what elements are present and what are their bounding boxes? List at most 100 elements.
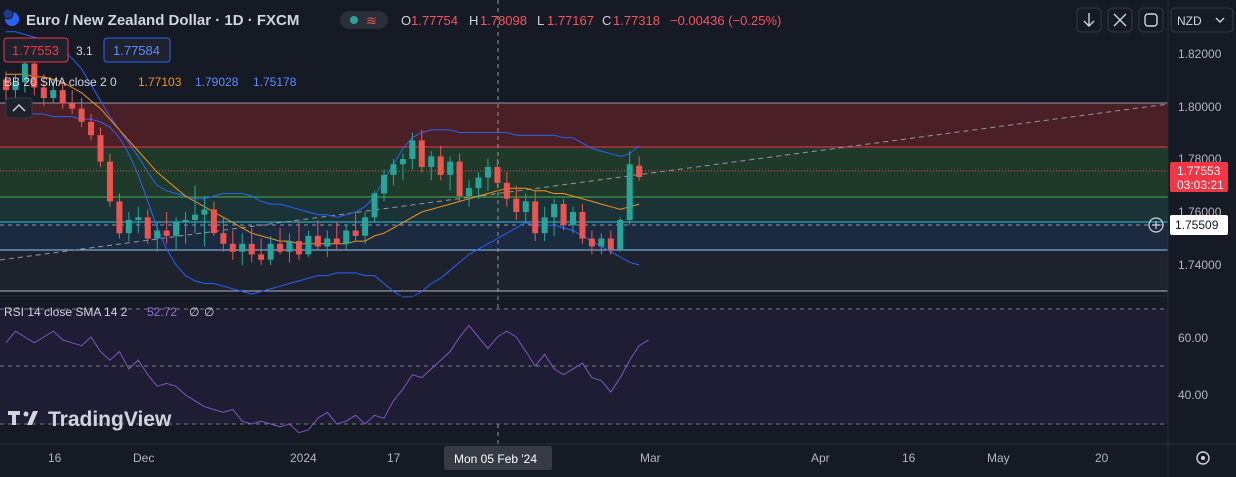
candle[interactable]: [390, 159, 397, 186]
candle[interactable]: [324, 230, 331, 258]
candle[interactable]: [239, 233, 246, 265]
candle[interactable]: [192, 185, 198, 234]
candle-body: [21, 63, 28, 83]
candle[interactable]: [447, 156, 454, 191]
market-status-icon[interactable]: ≋: [340, 11, 388, 29]
candle[interactable]: [267, 235, 274, 265]
candle[interactable]: [352, 212, 359, 242]
candle-body: [579, 212, 586, 239]
candle[interactable]: [362, 212, 369, 244]
candle[interactable]: [560, 198, 567, 231]
trend-line[interactable]: [0, 103, 1169, 261]
fullscreen-button[interactable]: [1107, 7, 1133, 33]
candle[interactable]: [484, 159, 491, 191]
bb-legend[interactable]: BB 20 SMA close 2 0 1.77103 1.79028 1.75…: [4, 75, 297, 89]
candle[interactable]: [182, 212, 189, 244]
candle[interactable]: [456, 153, 463, 202]
candle[interactable]: [163, 212, 170, 244]
candle[interactable]: [617, 217, 624, 252]
candle[interactable]: [503, 172, 510, 207]
candle[interactable]: [59, 82, 66, 109]
symbol-header[interactable]: Euro / New Zealand Dollar · 1D · FXCM: [2, 8, 299, 29]
settings-button[interactable]: [1196, 451, 1210, 465]
sell-button[interactable]: 1.77553: [3, 37, 69, 63]
candle[interactable]: [88, 113, 95, 141]
rsi-axis[interactable]: 60.00 40.00: [1178, 331, 1208, 402]
candle[interactable]: [210, 201, 217, 236]
candle[interactable]: [248, 227, 255, 263]
candle[interactable]: [154, 222, 161, 252]
candle[interactable]: [258, 238, 265, 266]
arrow-down-button[interactable]: [1076, 7, 1102, 33]
collapse-legend-button[interactable]: [5, 97, 33, 119]
candle[interactable]: [125, 212, 132, 242]
candle[interactable]: [513, 185, 520, 220]
rsi-line[interactable]: [5, 324, 649, 434]
candle[interactable]: [381, 169, 387, 202]
candle[interactable]: [409, 132, 416, 170]
candle[interactable]: [475, 172, 482, 199]
candle[interactable]: [551, 198, 558, 236]
candle-body: [3, 79, 9, 91]
candle[interactable]: [220, 217, 227, 252]
candle[interactable]: [305, 230, 312, 258]
candle[interactable]: [106, 153, 113, 207]
candle[interactable]: [295, 222, 302, 260]
rsi-tick: 40.00: [1178, 388, 1208, 402]
candle[interactable]: [40, 74, 47, 106]
candle[interactable]: [97, 127, 104, 167]
candle-body: [144, 217, 151, 239]
candle[interactable]: [428, 151, 435, 181]
candle-body: [532, 201, 539, 234]
candle[interactable]: [541, 206, 548, 242]
candle[interactable]: [607, 230, 614, 255]
candle-body: [418, 140, 425, 167]
candle[interactable]: [116, 193, 123, 239]
candle[interactable]: [532, 190, 539, 242]
candle[interactable]: [588, 230, 595, 255]
candle[interactable]: [466, 180, 473, 207]
candle[interactable]: [50, 79, 57, 104]
rsi-extra-2: ∅: [204, 305, 214, 319]
buy-button[interactable]: 1.77584: [103, 37, 171, 63]
candle[interactable]: [135, 206, 142, 234]
candle-body: [125, 219, 132, 234]
candle[interactable]: [570, 206, 576, 234]
candle[interactable]: [333, 222, 340, 250]
candle[interactable]: [277, 227, 284, 255]
candle[interactable]: [626, 151, 633, 226]
candle[interactable]: [636, 156, 643, 181]
currency-selector[interactable]: NZD: [1170, 7, 1234, 33]
candle[interactable]: [314, 219, 321, 250]
candle[interactable]: [343, 225, 350, 250]
candle-body: [173, 222, 180, 236]
bb-basis-line[interactable]: [6, 73, 640, 245]
arrow-down-icon: [1083, 13, 1095, 27]
low-label: L: [537, 13, 544, 28]
candle[interactable]: [144, 209, 151, 244]
candle[interactable]: [437, 145, 444, 181]
bb-upper-band[interactable]: [6, 31, 640, 218]
candle[interactable]: [579, 204, 586, 244]
candle-body: [588, 238, 595, 247]
candle[interactable]: [78, 98, 85, 128]
candle[interactable]: [201, 196, 208, 247]
candle[interactable]: [229, 230, 236, 260]
bar-countdown: 03:03:21: [1177, 178, 1224, 192]
candle[interactable]: [598, 233, 605, 255]
rsi-legend[interactable]: RSI 14 close SMA 14 2 52.72 ∅ ∅: [4, 305, 214, 319]
time-axis[interactable]: 16 Dec 2024 17 Mar Apr 16 May 20: [48, 451, 1109, 465]
candle[interactable]: [286, 233, 293, 263]
candle[interactable]: [399, 153, 406, 181]
add-alert-button[interactable]: [1148, 217, 1164, 233]
candle[interactable]: [494, 159, 501, 189]
candle[interactable]: [522, 193, 529, 223]
tradingview-logo-icon: [8, 411, 38, 425]
candle[interactable]: [69, 90, 76, 114]
symbol-title[interactable]: Euro / New Zealand Dollar · 1D · FXCM: [26, 12, 299, 29]
candle[interactable]: [371, 190, 378, 223]
candle[interactable]: [418, 129, 425, 173]
candle[interactable]: [173, 217, 180, 250]
screenshot-button[interactable]: [1138, 7, 1164, 33]
